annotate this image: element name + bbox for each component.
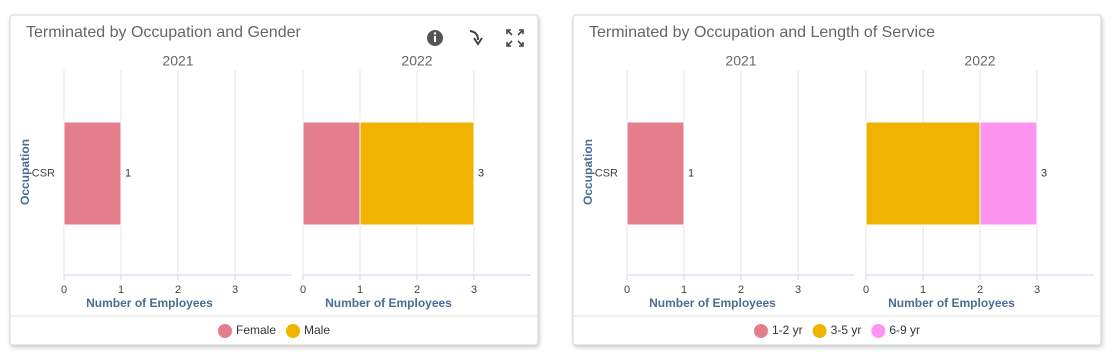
x-tick-label: 0 [863, 284, 869, 296]
x-tick-label: 1 [681, 284, 687, 296]
chart-title: Terminated by Occupation and Length of S… [589, 24, 935, 41]
x-tick-label: 2 [414, 284, 420, 296]
x-tick-label: 3 [232, 284, 238, 296]
legend-label: Male [304, 323, 330, 337]
legend-label: Female [236, 323, 276, 337]
legend-swatch [753, 324, 768, 338]
y-axis-title: Occupation [18, 139, 32, 205]
bar [979, 121, 1038, 226]
total-label: 3 [1041, 167, 1047, 179]
legend-swatch [286, 324, 300, 338]
legend-label: 1-2 yr [772, 323, 803, 337]
x-axis-title: Number of Employees [86, 296, 213, 310]
total-label: 3 [478, 167, 484, 179]
panel-title: 2022 [964, 53, 995, 69]
info-glyph [433, 32, 437, 35]
info-glyph [434, 36, 436, 42]
x-tick-label: 0 [300, 284, 306, 296]
download-icon[interactable] [469, 30, 483, 46]
toolbar [427, 29, 524, 47]
bar [359, 121, 475, 226]
total-label: 1 [125, 167, 131, 179]
legend-swatch [217, 324, 232, 338]
bar [626, 121, 685, 226]
x-tick-label: 1 [118, 284, 124, 296]
x-tick-label: 2 [977, 284, 983, 296]
x-tick-label: 0 [61, 284, 67, 296]
chart-title: Terminated by Occupation and Gender [26, 24, 302, 41]
card [572, 14, 1102, 346]
legend: Female Male [217, 323, 330, 338]
x-tick-label: 2 [738, 284, 744, 296]
legend-label: 3-5 yr [831, 323, 862, 337]
panel-title: 2021 [162, 53, 193, 69]
expand-icon[interactable] [506, 29, 524, 47]
y-tick-label: CSR [595, 167, 618, 179]
x-axis-title: Number of Employees [888, 296, 1015, 310]
legend-swatch [812, 324, 827, 338]
bar [63, 121, 122, 226]
panel-title: 2022 [401, 53, 432, 69]
bar [302, 121, 361, 226]
x-tick-label: 0 [624, 284, 630, 296]
x-tick-label: 3 [1034, 284, 1040, 296]
panel-title: 2021 [725, 53, 756, 69]
legend: 1-2 yr 3-5 yr 6-9 yr [753, 323, 920, 338]
total-label: 1 [688, 167, 694, 179]
legend-swatch [871, 324, 886, 338]
x-axis-title: Number of Employees [649, 296, 776, 310]
x-axis-title: Number of Employees [325, 296, 452, 310]
card [9, 14, 539, 346]
bar [865, 121, 981, 226]
x-tick-label: 1 [357, 284, 363, 296]
x-tick-label: 3 [795, 284, 801, 296]
y-tick-label: CSR [32, 167, 55, 179]
x-tick-label: 1 [920, 284, 926, 296]
legend-label: 6-9 yr [889, 323, 920, 337]
x-tick-label: 3 [471, 284, 477, 296]
y-axis-title: Occupation [581, 139, 595, 205]
x-tick-label: 2 [175, 284, 181, 296]
